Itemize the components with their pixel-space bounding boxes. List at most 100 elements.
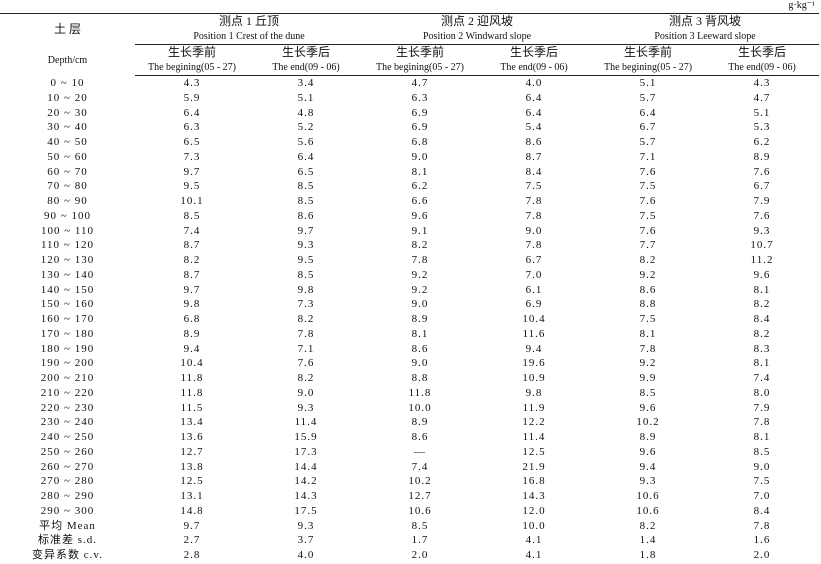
cell: 7.6 xyxy=(753,165,771,178)
cell: 6.9 xyxy=(525,298,543,311)
cell: 1.7 xyxy=(411,534,429,547)
cell: 7.6 xyxy=(753,209,771,222)
row-label: 标准差 s.d. xyxy=(37,534,98,547)
group-subtitle: Position 3 Leeward slope xyxy=(591,29,820,45)
cell: 9.7 xyxy=(183,283,201,296)
row-label: 90 ~ 100 xyxy=(44,209,91,222)
column-subtitle: The begining(05 - 27) xyxy=(135,60,249,76)
table-row: 250 ~ 260 12.7 17.3 — 12.5 9.6 8.5 xyxy=(0,445,819,460)
cell: 11.4 xyxy=(522,431,546,443)
cell: 4.1 xyxy=(525,549,543,561)
row-label: 10 ~ 20 xyxy=(47,91,88,104)
cell: 1.6 xyxy=(753,534,771,547)
cell: 7.6 xyxy=(297,357,315,370)
cell: 7.4 xyxy=(753,372,771,384)
table-row: 10 ~ 20 5.9 5.1 6.3 6.4 5.7 4.7 xyxy=(0,91,819,106)
table-row: 70 ~ 80 9.5 8.5 6.2 7.5 7.5 6.7 xyxy=(0,179,819,194)
cell: 7.4 xyxy=(183,224,201,237)
cell: 4.0 xyxy=(525,77,543,89)
cell: 10.2 xyxy=(408,475,432,488)
row-label: 170 ~ 180 xyxy=(40,327,95,340)
cell: 8.5 xyxy=(753,445,771,458)
cell: 6.9 xyxy=(411,106,429,119)
cell: 7.6 xyxy=(639,224,657,237)
cell: — xyxy=(414,445,427,458)
cell: 7.8 xyxy=(525,239,543,252)
cell: 7.6 xyxy=(639,195,657,207)
row-label: 260 ~ 270 xyxy=(40,460,95,473)
cell: 8.5 xyxy=(183,209,201,222)
cell: 5.9 xyxy=(183,91,201,104)
cell: 8.1 xyxy=(753,357,771,370)
cell: 11.5 xyxy=(180,401,204,414)
cell: 5.1 xyxy=(297,91,315,104)
cell: 6.7 xyxy=(639,121,657,134)
cell: 8.6 xyxy=(297,209,315,222)
cell: 5.7 xyxy=(639,136,657,148)
cell: 11.6 xyxy=(522,327,546,340)
row-label: 180 ~ 190 xyxy=(40,342,95,355)
cell: 7.5 xyxy=(639,313,657,325)
cell: 12.0 xyxy=(522,504,546,517)
row-label: 50 ~ 60 xyxy=(47,150,88,163)
table-row: 230 ~ 240 13.4 11.4 8.9 12.2 10.2 7.8 xyxy=(0,415,819,430)
table-row: 100 ~ 110 7.4 9.7 9.1 9.0 7.6 9.3 xyxy=(0,224,819,239)
cell: 8.2 xyxy=(297,372,315,384)
cell: 6.9 xyxy=(411,121,429,134)
cell: 7.8 xyxy=(639,342,657,355)
column-title: 生长季后 xyxy=(282,45,331,59)
column-title: 生长季后 xyxy=(738,45,787,59)
cell: 9.2 xyxy=(411,268,429,281)
column-subtitle: The begining(05 - 27) xyxy=(591,60,706,76)
cell: 12.7 xyxy=(180,445,204,458)
cell: 7.6 xyxy=(639,165,657,178)
depth-header-cn: 土 层 xyxy=(0,13,135,45)
data-table: 土 层 测点 1 丘顶 测点 2 迎风坡 测点 3 背风坡 Position 1… xyxy=(0,13,820,563)
cell: 10.4 xyxy=(522,313,546,325)
cell: 8.7 xyxy=(183,268,201,281)
cell: 9.9 xyxy=(639,372,657,384)
row-label: 150 ~ 160 xyxy=(40,298,95,311)
cell: 8.2 xyxy=(183,254,201,266)
cell: 8.1 xyxy=(753,283,771,296)
cell: 8.5 xyxy=(297,268,315,281)
cell: 8.5 xyxy=(297,180,315,193)
cell: 2.7 xyxy=(183,534,201,547)
table-row: 变异系数 c.v. 2.8 4.0 2.0 4.1 1.8 2.0 xyxy=(0,548,819,563)
cell: 2.0 xyxy=(411,549,429,561)
table-row: 80 ~ 90 10.1 8.5 6.6 7.8 7.6 7.9 xyxy=(0,194,819,209)
cell: 9.8 xyxy=(525,386,543,399)
table-row: 290 ~ 300 14.8 17.5 10.6 12.0 10.6 8.4 xyxy=(0,504,819,519)
cell: 8.1 xyxy=(411,327,429,340)
table-row: 270 ~ 280 12.5 14.2 10.2 16.8 9.3 7.5 xyxy=(0,474,819,489)
table-row: 40 ~ 50 6.5 5.6 6.8 8.6 5.7 6.2 xyxy=(0,135,819,150)
cell: 3.7 xyxy=(297,534,315,547)
cell: 6.5 xyxy=(183,136,201,148)
column-subtitle: The end(09 - 06) xyxy=(477,60,592,76)
cell: 8.3 xyxy=(753,342,771,355)
cell: 10.9 xyxy=(522,372,546,384)
cell: 9.2 xyxy=(639,357,657,370)
cell: 5.2 xyxy=(297,121,315,134)
cell: 14.2 xyxy=(294,475,318,488)
cell: 10.7 xyxy=(750,239,774,252)
cell: 13.1 xyxy=(180,490,204,502)
cell: 7.9 xyxy=(753,401,771,414)
table-row: 140 ~ 150 9.7 9.8 9.2 6.1 8.6 8.1 xyxy=(0,283,819,298)
cell: 6.1 xyxy=(525,283,543,296)
depth-header-en: Depth/cm xyxy=(47,54,88,66)
cell: 9.4 xyxy=(639,460,657,473)
cell: 8.7 xyxy=(525,150,543,163)
cell: 5.6 xyxy=(297,136,315,148)
cell: 8.6 xyxy=(411,342,429,355)
cell: 7.0 xyxy=(525,268,543,281)
cell: 6.7 xyxy=(753,180,771,193)
table-row: 150 ~ 160 9.8 7.3 9.0 6.9 8.8 8.2 xyxy=(0,297,819,312)
row-label: 80 ~ 90 xyxy=(47,195,88,207)
cell: 5.3 xyxy=(753,121,771,134)
table-head: 土 层 测点 1 丘顶 测点 2 迎风坡 测点 3 背风坡 Position 1… xyxy=(0,13,820,76)
cell: 8.2 xyxy=(639,519,657,532)
table-row: 110 ~ 120 8.7 9.3 8.2 7.8 7.7 10.7 xyxy=(0,238,819,253)
cell: 15.9 xyxy=(294,431,318,443)
